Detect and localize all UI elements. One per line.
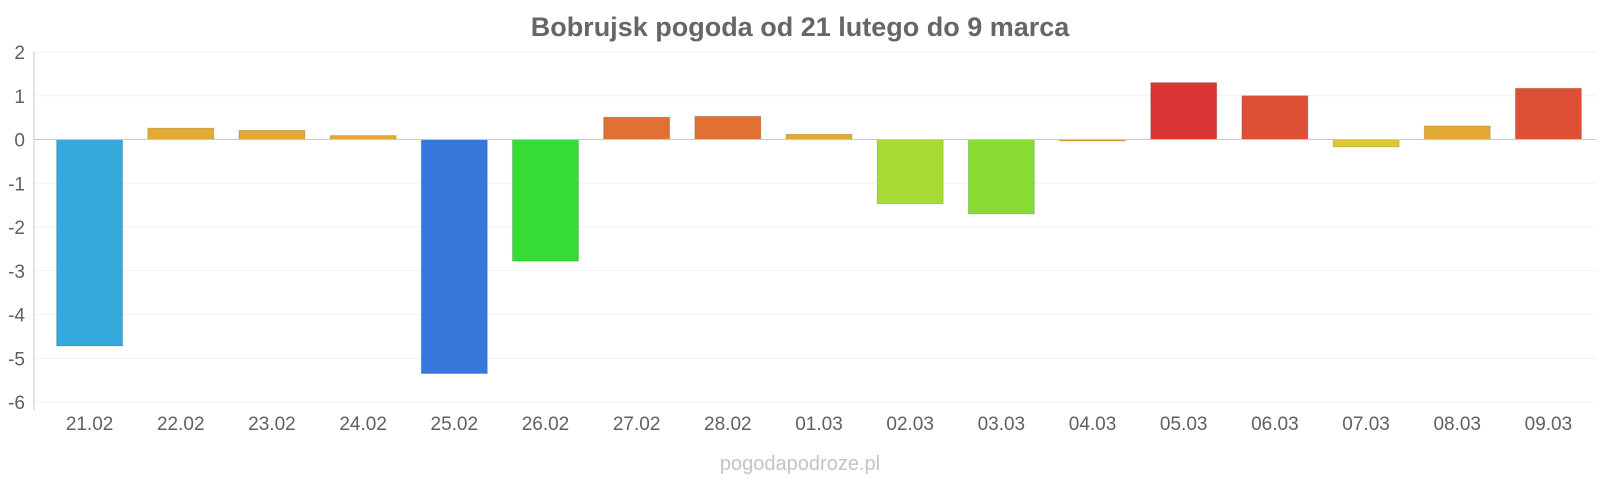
x-tick-label: 28.02 (704, 414, 752, 435)
x-tick-label: 25.02 (431, 414, 479, 435)
bar-07.03 (1332, 139, 1400, 148)
bar-01.03 (785, 133, 853, 140)
y-tick-label: -5 (8, 349, 25, 370)
bar-08.03 (1423, 125, 1491, 140)
bar-06.03 (1241, 95, 1309, 140)
y-tick-label: 2 (14, 43, 25, 64)
bar-21.02 (56, 139, 124, 347)
x-tick-label: 01.03 (795, 414, 843, 435)
bar-03.03 (967, 139, 1035, 215)
x-axis-tick-labels: 21.02 22.02 23.02 24.02 25.02 26.02 27.02 28.02… (66, 414, 1572, 435)
x-tick-label: 22.02 (157, 414, 205, 435)
x-tick-label: 21.02 (66, 414, 114, 435)
y-tick-label: -4 (8, 306, 25, 327)
y-tick-label: -6 (8, 393, 25, 414)
y-tick-label: -1 (8, 174, 25, 195)
x-tick-label: 24.02 (339, 414, 387, 435)
chart-title: Bobrujsk pogoda od 21 lutego do 9 marca (531, 12, 1071, 42)
bars (56, 82, 1582, 375)
x-tick-label: 08.03 (1433, 414, 1481, 435)
bar-02.03 (876, 139, 944, 205)
x-tick-label: 27.02 (613, 414, 661, 435)
y-axis-tick-labels: 2 1 0 -1 -2 -3 -4 -5 -6 (8, 43, 25, 414)
bar-27.02 (603, 116, 671, 140)
x-tick-label: 02.03 (886, 414, 934, 435)
bar-09.03 (1514, 87, 1582, 140)
bar-25.02 (420, 139, 488, 375)
bar-05.03 (1150, 82, 1218, 140)
source-credit: pogodapodroze.pl (720, 453, 880, 475)
bar-24.02 (329, 135, 397, 140)
x-tick-label: 26.02 (522, 414, 570, 435)
x-tick-label: 06.03 (1251, 414, 1299, 435)
x-tick-label: 05.03 (1160, 414, 1208, 435)
bar-26.02 (511, 139, 579, 262)
x-tick-label: 07.03 (1342, 414, 1390, 435)
grid-lines (34, 51, 1596, 403)
y-tick-label: 1 (14, 87, 25, 108)
y-tick-label: -2 (8, 218, 25, 239)
x-tick-label: 03.03 (978, 414, 1026, 435)
x-tick-label: 09.03 (1525, 414, 1573, 435)
bar-22.02 (147, 127, 215, 140)
bar-28.02 (694, 115, 762, 140)
x-tick-label: 23.02 (248, 414, 296, 435)
bar-23.02 (238, 129, 306, 140)
y-tick-label: -3 (8, 262, 25, 283)
y-tick-label: 0 (14, 131, 25, 152)
x-tick-label: 04.03 (1069, 414, 1117, 435)
